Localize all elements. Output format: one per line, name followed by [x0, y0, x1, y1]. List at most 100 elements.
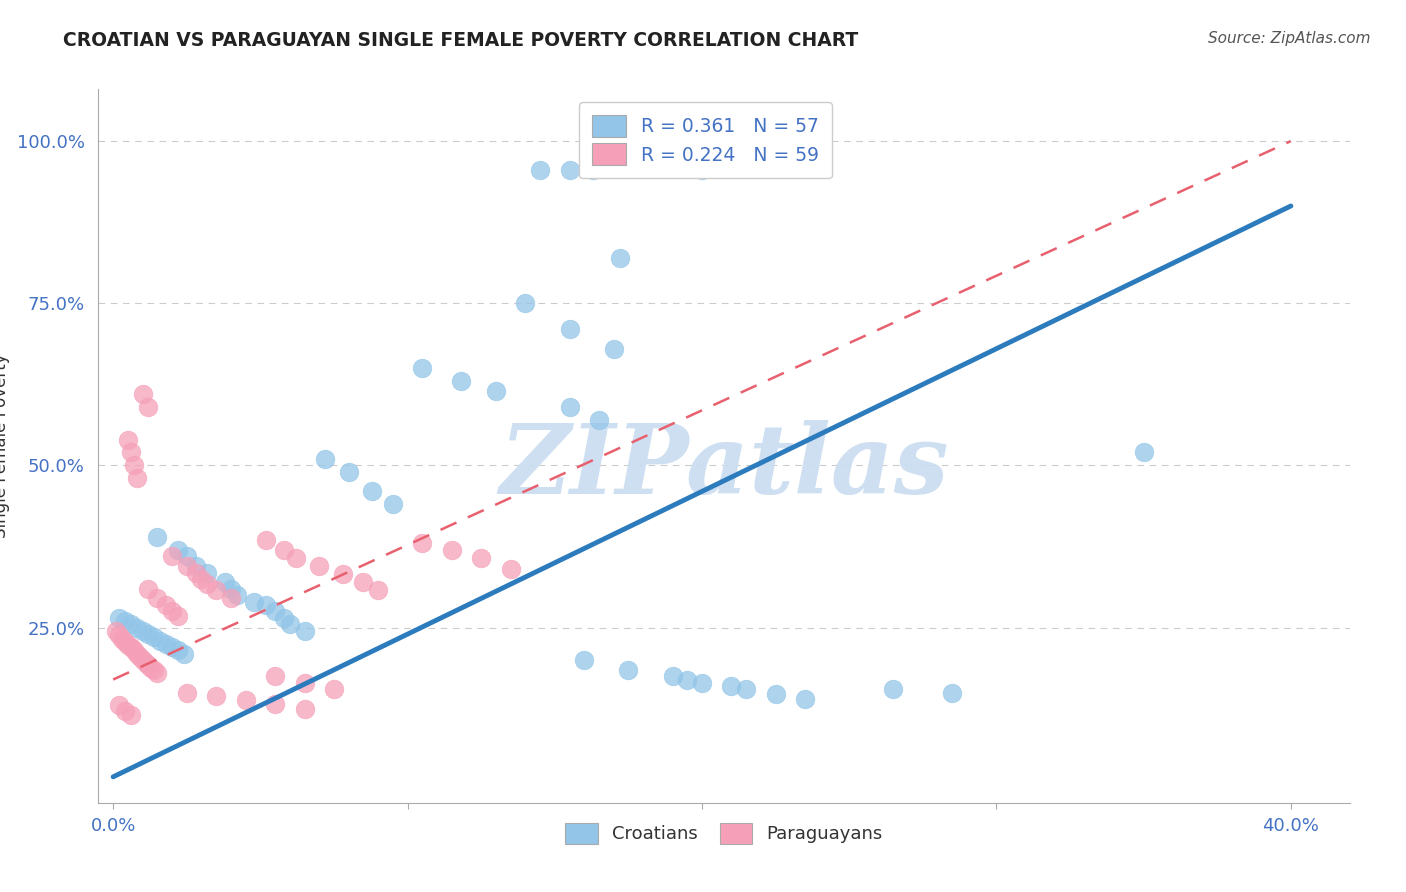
Point	[108, 698, 131, 713]
Point	[294, 624, 316, 638]
Point	[485, 384, 508, 398]
Point	[617, 663, 640, 677]
Point	[195, 566, 218, 580]
Point	[470, 550, 492, 565]
Point	[243, 595, 266, 609]
Point	[323, 682, 346, 697]
Point	[120, 445, 142, 459]
Point	[108, 611, 131, 625]
Point	[160, 549, 183, 564]
Point	[254, 598, 277, 612]
Point	[361, 484, 384, 499]
Point	[114, 704, 136, 718]
Point	[138, 400, 160, 414]
Point	[160, 640, 183, 654]
Point	[167, 609, 190, 624]
Point	[278, 617, 301, 632]
Point	[135, 656, 157, 670]
Point	[167, 643, 190, 657]
Point	[176, 685, 198, 699]
Point	[735, 682, 758, 697]
Point	[367, 582, 389, 597]
Point	[765, 687, 787, 701]
Point	[499, 562, 522, 576]
Point	[273, 542, 295, 557]
Point	[125, 647, 148, 661]
Point	[173, 647, 195, 661]
Point	[117, 638, 139, 652]
Point	[794, 692, 817, 706]
Text: Source: ZipAtlas.com: Source: ZipAtlas.com	[1208, 31, 1371, 46]
Point	[125, 621, 148, 635]
Point	[176, 559, 198, 574]
Point	[143, 631, 166, 645]
Point	[676, 673, 699, 687]
Point	[131, 653, 153, 667]
Point	[195, 576, 218, 591]
Point	[720, 679, 742, 693]
Point	[205, 582, 228, 597]
Point	[941, 685, 963, 699]
Point	[214, 575, 236, 590]
Point	[128, 649, 150, 664]
Point	[114, 614, 136, 628]
Y-axis label: Single Female Poverty: Single Female Poverty	[0, 354, 10, 538]
Text: CROATIAN VS PARAGUAYAN SINGLE FEMALE POVERTY CORRELATION CHART: CROATIAN VS PARAGUAYAN SINGLE FEMALE POV…	[63, 31, 859, 50]
Point	[690, 163, 713, 178]
Point	[294, 675, 316, 690]
Point	[146, 666, 169, 681]
Point	[143, 664, 166, 678]
Point	[117, 433, 139, 447]
Point	[882, 682, 904, 697]
Point	[558, 163, 581, 178]
Point	[690, 675, 713, 690]
Point	[337, 465, 360, 479]
Point	[176, 549, 198, 564]
Point	[146, 530, 169, 544]
Point	[108, 628, 131, 642]
Point	[190, 572, 212, 586]
Point	[120, 617, 142, 632]
Point	[219, 591, 242, 606]
Point	[582, 163, 605, 178]
Point	[558, 400, 581, 414]
Point	[558, 322, 581, 336]
Point	[381, 497, 404, 511]
Point	[131, 624, 153, 638]
Point	[254, 533, 277, 547]
Point	[515, 296, 537, 310]
Point	[352, 575, 374, 590]
Point	[235, 693, 257, 707]
Point	[294, 702, 316, 716]
Point	[105, 624, 128, 638]
Point	[273, 611, 295, 625]
Point	[120, 640, 142, 654]
Point	[661, 669, 683, 683]
Point	[529, 163, 551, 178]
Point	[264, 697, 287, 711]
Point	[411, 536, 433, 550]
Point	[131, 387, 153, 401]
Point	[609, 251, 631, 265]
Point	[440, 542, 463, 557]
Point	[155, 637, 177, 651]
Point	[141, 661, 163, 675]
Point	[149, 633, 172, 648]
Point	[588, 413, 610, 427]
Point	[125, 471, 148, 485]
Point	[574, 653, 596, 667]
Point	[225, 588, 247, 602]
Point	[122, 643, 145, 657]
Point	[111, 632, 134, 647]
Point	[184, 566, 207, 580]
Point	[160, 604, 183, 618]
Point	[122, 458, 145, 473]
Point	[264, 604, 287, 618]
Point	[146, 591, 169, 606]
Point	[450, 374, 472, 388]
Point	[264, 669, 287, 683]
Point	[120, 708, 142, 723]
Point	[332, 567, 354, 582]
Point	[138, 658, 160, 673]
Point	[284, 550, 307, 565]
